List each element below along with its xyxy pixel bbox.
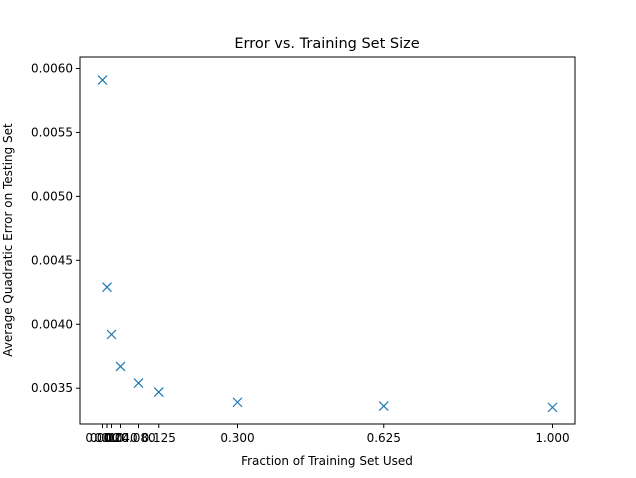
data-point-stroke	[547, 402, 558, 413]
y-tick-label: 0.0060	[31, 62, 73, 76]
x-tick-label: 0.010	[90, 431, 124, 445]
y-tick-label: 0.0055	[31, 125, 73, 139]
data-point-0	[97, 75, 108, 85]
data-point-stroke	[102, 282, 112, 293]
x-tick-label: 0.625	[367, 431, 401, 445]
data-point-stroke	[378, 401, 389, 412]
data-point-1	[102, 282, 112, 293]
data-point-stroke	[153, 387, 164, 397]
x-axis-label: Fraction of Training Set Used	[241, 454, 413, 468]
chart-title: Error vs. Training Set Size	[234, 36, 419, 52]
x-tick-label: 0.020	[94, 431, 128, 445]
x-tick-label: 0.040	[103, 431, 137, 445]
y-tick-label: 0.0050	[31, 189, 73, 203]
data-point-stroke	[115, 361, 126, 372]
y-axis-label: Average Quadratic Error on Testing Set	[1, 123, 15, 357]
data-point-3	[115, 361, 126, 372]
data-point-stroke	[106, 329, 117, 340]
x-tick-label: 0.080	[121, 431, 155, 445]
data-point-2	[106, 329, 117, 340]
y-tick-label: 0.0040	[31, 317, 73, 331]
x-tick-label: 1.000	[535, 431, 569, 445]
y-tick-label: 0.0035	[31, 381, 73, 395]
data-point-8	[547, 402, 558, 413]
x-tick-label: 0.125	[142, 431, 176, 445]
data-point-stroke	[97, 75, 108, 85]
data-point-stroke	[232, 397, 243, 408]
data-point-4	[133, 378, 144, 389]
data-point-6	[232, 397, 243, 408]
y-tick-label: 0.0045	[31, 253, 73, 267]
plot-area-frame	[79, 56, 576, 425]
y-axis-ticks: 0.0035 0.0040 0.0045 0.0050 0.0055 0.0060	[31, 62, 80, 395]
data-point-stroke	[133, 378, 144, 389]
x-tick-label: 0.000	[85, 431, 119, 445]
x-tick-label: 0.300	[220, 431, 254, 445]
data-point-7	[378, 401, 389, 412]
data-marks	[97, 75, 558, 413]
data-point-5	[153, 387, 164, 397]
